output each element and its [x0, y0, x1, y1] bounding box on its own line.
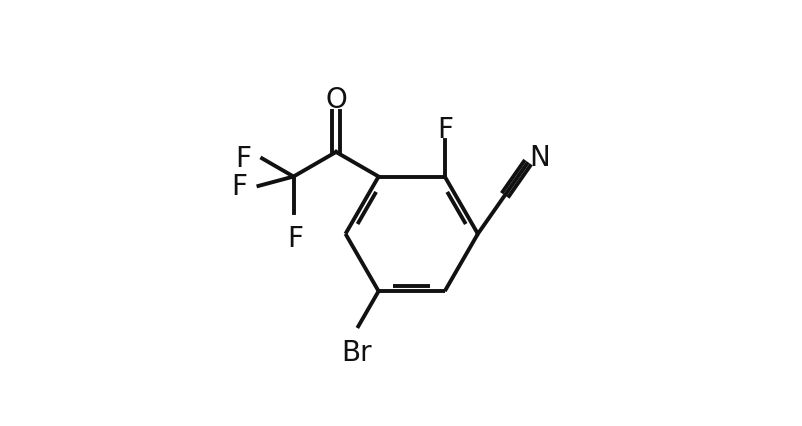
Text: N: N — [529, 144, 550, 172]
Text: O: O — [325, 86, 347, 114]
Text: F: F — [231, 173, 247, 201]
Text: F: F — [437, 116, 453, 144]
Text: Br: Br — [341, 339, 371, 366]
Text: F: F — [288, 225, 304, 252]
Text: F: F — [236, 145, 251, 173]
